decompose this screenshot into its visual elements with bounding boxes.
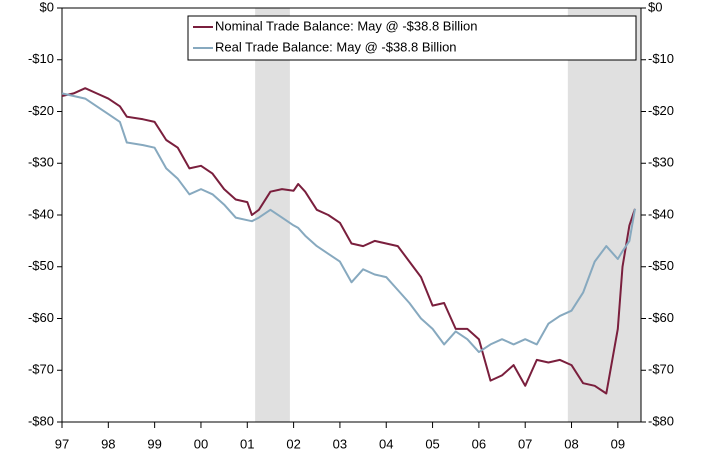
x-tick-label: 03 <box>333 436 347 451</box>
y-tick-label: -$10 <box>28 51 54 66</box>
y2-tick-label: -$20 <box>648 103 674 118</box>
x-tick-label: 00 <box>194 436 208 451</box>
x-tick-label: 01 <box>240 436 254 451</box>
y-tick-label: -$30 <box>28 155 54 170</box>
y2-tick-label: -$30 <box>648 155 674 170</box>
recession-shade <box>567 8 641 422</box>
y2-tick-label: -$40 <box>648 206 674 221</box>
plot-frame <box>61 7 642 423</box>
x-tick-label: 07 <box>518 436 532 451</box>
legend-label: Nominal Trade Balance: May @ -$38.8 Bill… <box>215 18 478 33</box>
recession-shade <box>255 8 290 422</box>
x-tick-label: 08 <box>564 436 578 451</box>
series-line <box>61 87 636 395</box>
y-tick-label: -$40 <box>28 206 54 221</box>
x-tick-label: 04 <box>379 436 393 451</box>
y2-tick-label: -$50 <box>648 258 674 273</box>
y2-tick-label: -$60 <box>648 310 674 325</box>
series-line <box>61 92 636 354</box>
legend-label: Real Trade Balance: May @ -$38.8 Billion <box>215 39 457 54</box>
y2-tick-label: -$70 <box>648 362 674 377</box>
y-tick-label: -$80 <box>28 413 54 428</box>
y2-tick-label: -$10 <box>648 51 674 66</box>
y-tick-label: -$20 <box>28 103 54 118</box>
x-tick-label: 05 <box>425 436 439 451</box>
x-tick-label: 97 <box>55 436 69 451</box>
x-tick-label: 09 <box>611 436 625 451</box>
x-tick-label: 98 <box>101 436 115 451</box>
x-tick-label: 02 <box>286 436 300 451</box>
y-tick-label: -$50 <box>28 258 54 273</box>
y-tick-label: $0 <box>40 0 54 14</box>
y2-tick-label: $0 <box>648 0 662 14</box>
x-tick-label: 99 <box>147 436 161 451</box>
x-tick-label: 06 <box>472 436 486 451</box>
legend-box <box>187 15 637 61</box>
y-tick-label: -$60 <box>28 310 54 325</box>
y2-tick-label: -$80 <box>648 413 674 428</box>
y-tick-label: -$70 <box>28 362 54 377</box>
